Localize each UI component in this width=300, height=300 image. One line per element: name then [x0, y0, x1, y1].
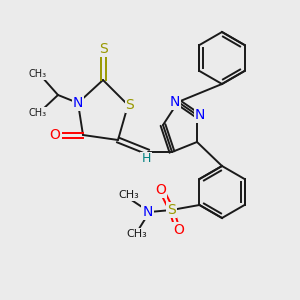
Text: CH₃: CH₃	[29, 69, 47, 79]
Text: O: O	[155, 183, 166, 197]
Text: N: N	[170, 95, 180, 109]
Text: H: H	[141, 152, 151, 166]
Text: CH₃: CH₃	[118, 190, 139, 200]
Text: N: N	[142, 205, 153, 219]
Text: N: N	[73, 96, 83, 110]
Text: S: S	[126, 98, 134, 112]
Text: S: S	[99, 42, 107, 56]
Text: CH₃: CH₃	[126, 229, 147, 239]
Text: O: O	[173, 223, 184, 237]
Text: S: S	[167, 203, 176, 217]
Text: CH₃: CH₃	[29, 108, 47, 118]
Text: O: O	[50, 128, 60, 142]
Text: N: N	[195, 108, 205, 122]
